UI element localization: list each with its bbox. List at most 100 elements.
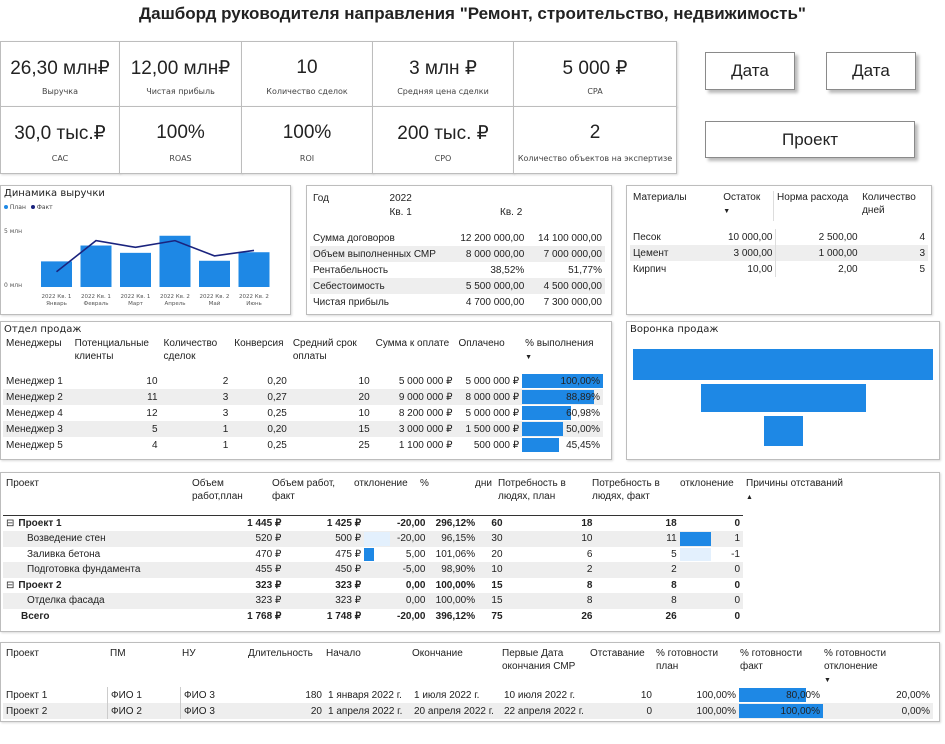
works-panel: Проект Объем работ,план Объем работ, фак… <box>0 472 940 632</box>
plan-bar[interactable] <box>41 261 72 287</box>
sales-rows: Менеджер 1 10 2 0,20 10 5 000 000 ₽ 5 000 000 … <box>3 373 603 453</box>
sales-row: Менеджер 2 11 3 0,27 20 9 000 000 ₽8 000 000 … <box>3 389 603 405</box>
materials-panel: Материалы Остаток ▼ Норма расхода Количес… <box>626 185 932 315</box>
kpi-label: Количество сделок <box>266 87 348 96</box>
schedule-panel: Проект ПМ НУ Длительность Начало Окончан… <box>0 642 940 722</box>
sales-col-pct: % выполнения ▼ <box>525 338 594 361</box>
works-name-text: Заливка бетона <box>27 548 101 560</box>
funnel-stage-bar[interactable] <box>633 349 933 380</box>
works-people-fact: 8 <box>595 593 680 609</box>
sched-fact: 80,00% <box>739 687 823 703</box>
works-people-plan: 8 <box>505 593 596 609</box>
data-bar <box>522 374 603 388</box>
works-people-fact: 11 <box>595 531 680 547</box>
material-name: Кирпич <box>633 263 667 275</box>
works-row: ⊟ Проект 2 323 ₽ 323 ₽ 0,00 100,00% 15 8 8 0 <box>3 578 743 594</box>
sales-pct: 45,45% <box>522 437 603 453</box>
sched-col-duration: Длительность <box>248 648 313 659</box>
plan-bar[interactable] <box>238 252 270 287</box>
revenue-chart-title: Динамика выручки <box>4 188 105 199</box>
works-days: 30 <box>478 531 506 547</box>
sales-deals: 2 <box>222 375 229 387</box>
sched-fact: 100,00% <box>739 703 823 719</box>
sales-pct: 50,00% <box>522 421 603 437</box>
works-people-plan: 10 <box>505 531 596 547</box>
sort-asc-icon[interactable]: ▲ <box>746 494 753 501</box>
kpi-value: 30,0 тыс.₽ <box>14 123 106 144</box>
cell-value: 100,00% <box>560 375 600 387</box>
cell-value: 1 <box>734 533 740 545</box>
collapse-icon[interactable]: ⊟ <box>6 579 15 591</box>
works-pct: 100,00% <box>428 593 479 609</box>
kpi-revenue: 26,30 млн₽ Выручка <box>0 41 120 107</box>
date-slicer-button-2[interactable]: Дата <box>826 52 916 90</box>
material-name: Песок <box>633 231 661 243</box>
plan-bar[interactable] <box>199 260 230 287</box>
plan-bar[interactable] <box>120 252 151 287</box>
sales-conv: 0,25 <box>267 439 287 451</box>
sched-col-plan: % готовности план <box>656 648 719 672</box>
collapse-icon[interactable]: ⊟ <box>6 518 15 529</box>
date-slicer-button[interactable]: Дата <box>705 52 795 90</box>
sched-nu: ФИО 3 <box>180 703 247 719</box>
sort-desc-icon[interactable]: ▼ <box>723 208 731 215</box>
finance-row-label: Рентабельность <box>313 264 389 276</box>
sales-deals: 1 <box>222 439 229 451</box>
finance-row-label: Себестоимость <box>310 278 448 294</box>
sched-col-end: Окончание <box>412 648 463 659</box>
works-name-text: Всего <box>21 610 50 622</box>
sales-potential: 4 <box>151 439 158 451</box>
material-stock: 3 000,00 <box>721 245 777 261</box>
sched-duration: 20 <box>247 703 325 719</box>
x-tick-label: 2022 Кв. 1 <box>81 294 111 300</box>
works-name[interactable]: ⊟ Проект 1 <box>3 516 206 532</box>
plan-bar[interactable] <box>80 245 112 287</box>
sales-panel: Отдел продаж Менеджеры Потенциальные кли… <box>0 321 612 460</box>
works-fact: 450 ₽ <box>284 562 365 578</box>
funnel-stage-bar[interactable] <box>700 384 866 412</box>
fact-series-line <box>56 239 255 273</box>
sort-desc-icon[interactable]: ▼ <box>824 677 831 684</box>
finance-col-year-label: Год <box>313 192 329 204</box>
sched-plan: 100,00% <box>696 689 736 701</box>
works-fact: 500 ₽ <box>284 531 365 547</box>
works-name-text: Отделка фасада <box>27 595 105 607</box>
sales-col-conv: Конверсия <box>234 338 284 349</box>
sort-desc-icon[interactable]: ▼ <box>525 354 533 361</box>
works-name[interactable]: ⊟ Проект 2 <box>3 578 206 594</box>
kpi-roas: 100% ROAS <box>119 106 242 174</box>
finance-q1-value: 38,52% <box>490 264 525 276</box>
works-name: Подготовка фундамента <box>3 562 207 578</box>
works-plan: 455 ₽ <box>206 562 285 578</box>
sched-dev: 20,00% <box>896 689 930 701</box>
works-people-dev: 0 <box>734 610 740 622</box>
material-days: 5 <box>919 263 925 275</box>
works-plan: 323 ₽ <box>206 593 285 609</box>
kpi-value: 2 <box>589 122 601 143</box>
works-days: 10 <box>478 562 506 578</box>
works-dev: 0,00 <box>364 593 429 609</box>
sales-manager: Менеджер 3 <box>3 421 72 437</box>
legend-fact-label: Факт <box>36 204 53 211</box>
project-slicer-button[interactable]: Проект <box>705 121 915 158</box>
works-people-plan: 8 <box>586 579 593 591</box>
funnel-stage-bar[interactable] <box>763 416 803 446</box>
works-people-dev: 1 <box>679 531 743 547</box>
works-dev: -20,00 <box>397 610 426 622</box>
kpi-value: 5 000 ₽ <box>562 58 628 79</box>
plan-bar[interactable] <box>159 235 191 287</box>
works-col-days: дни <box>475 478 492 489</box>
sched-start: 1 апреля 2022 г. <box>325 703 411 719</box>
sales-pct: 88,89% <box>522 389 603 405</box>
sched-col-project: Проект <box>6 648 39 659</box>
finance-q2-value: 4 500 000,00 <box>527 278 605 294</box>
sched-col-dev: % готовности отклонение ▼ <box>824 648 887 684</box>
works-dev: -20,00 <box>397 518 426 529</box>
works-pct: 100,00% <box>435 579 476 591</box>
material-row: Кирпич 10,00 2,00 5 <box>630 261 928 277</box>
y-tick-label: 5 млн <box>4 228 22 235</box>
works-pct: 96,15% <box>428 531 479 547</box>
x-tick-label: 2022 Кв. 2 <box>239 294 269 300</box>
cell-value: -20,00 <box>397 533 426 545</box>
